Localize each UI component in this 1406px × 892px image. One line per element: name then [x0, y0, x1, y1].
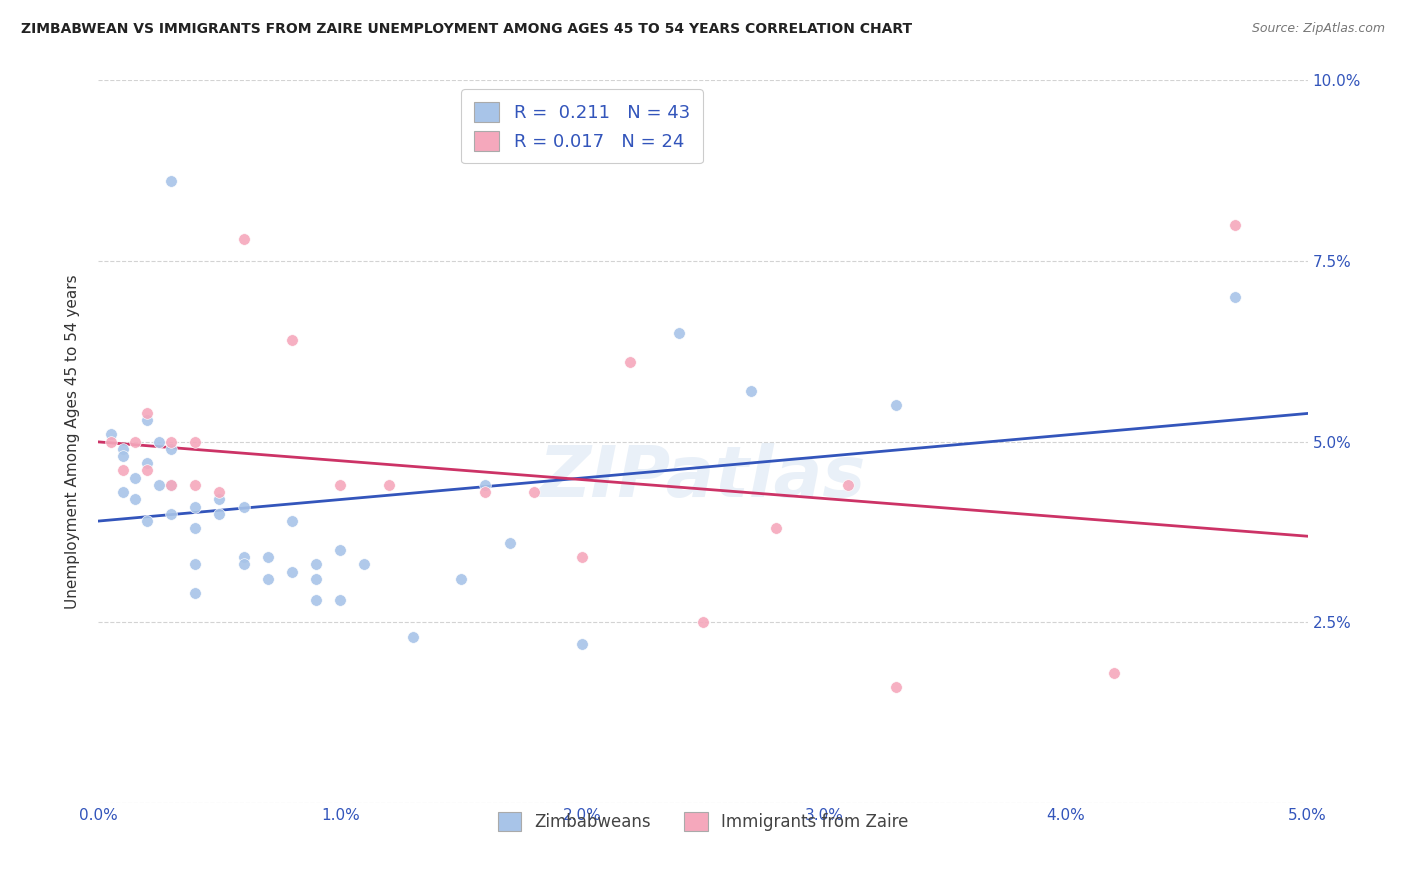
Point	[160, 434, 183, 449]
Point	[135, 406, 157, 420]
Text: Source: ZipAtlas.com: Source: ZipAtlas.com	[1251, 22, 1385, 36]
Point	[281, 334, 304, 348]
Point	[100, 434, 122, 449]
Point	[160, 174, 183, 188]
Point	[1223, 218, 1246, 232]
Point	[184, 558, 207, 572]
Point	[184, 434, 207, 449]
Point	[571, 637, 593, 651]
Point	[160, 478, 183, 492]
Point	[160, 442, 183, 456]
Point	[148, 478, 170, 492]
Point	[571, 550, 593, 565]
Point	[740, 384, 762, 398]
Point	[668, 326, 690, 340]
Point	[474, 478, 496, 492]
Point	[135, 463, 157, 477]
Point	[377, 478, 399, 492]
Point	[305, 593, 328, 607]
Point	[208, 507, 231, 521]
Point	[111, 449, 134, 463]
Point	[124, 492, 146, 507]
Point	[619, 355, 641, 369]
Point	[111, 485, 134, 500]
Point	[232, 232, 254, 246]
Point	[160, 478, 183, 492]
Point	[692, 615, 714, 630]
Point	[256, 572, 278, 586]
Point	[208, 492, 231, 507]
Point	[353, 558, 375, 572]
Point	[450, 572, 472, 586]
Point	[124, 434, 146, 449]
Point	[184, 521, 207, 535]
Point	[402, 630, 425, 644]
Point	[135, 413, 157, 427]
Point	[498, 535, 520, 549]
Point	[474, 485, 496, 500]
Point	[111, 463, 134, 477]
Point	[305, 572, 328, 586]
Point	[124, 471, 146, 485]
Point	[135, 514, 157, 528]
Point	[184, 478, 207, 492]
Point	[135, 456, 157, 470]
Point	[837, 478, 859, 492]
Point	[329, 478, 352, 492]
Point	[886, 680, 908, 694]
Point	[256, 550, 278, 565]
Point	[184, 586, 207, 600]
Point	[886, 398, 908, 412]
Point	[232, 550, 254, 565]
Point	[1223, 290, 1246, 304]
Point	[523, 485, 546, 500]
Point	[148, 434, 170, 449]
Text: ZIMBABWEAN VS IMMIGRANTS FROM ZAIRE UNEMPLOYMENT AMONG AGES 45 TO 54 YEARS CORRE: ZIMBABWEAN VS IMMIGRANTS FROM ZAIRE UNEM…	[21, 22, 912, 37]
Y-axis label: Unemployment Among Ages 45 to 54 years: Unemployment Among Ages 45 to 54 years	[65, 274, 80, 609]
Point	[329, 593, 352, 607]
Point	[184, 500, 207, 514]
Point	[208, 485, 231, 500]
Legend: Zimbabweans, Immigrants from Zaire: Zimbabweans, Immigrants from Zaire	[491, 805, 915, 838]
Point	[305, 558, 328, 572]
Point	[160, 507, 183, 521]
Point	[100, 427, 122, 442]
Point	[281, 514, 304, 528]
Point	[281, 565, 304, 579]
Point	[232, 500, 254, 514]
Point	[111, 442, 134, 456]
Text: ZIPatlas: ZIPatlas	[540, 443, 866, 512]
Point	[232, 558, 254, 572]
Point	[765, 521, 787, 535]
Point	[1102, 665, 1125, 680]
Point	[329, 542, 352, 557]
